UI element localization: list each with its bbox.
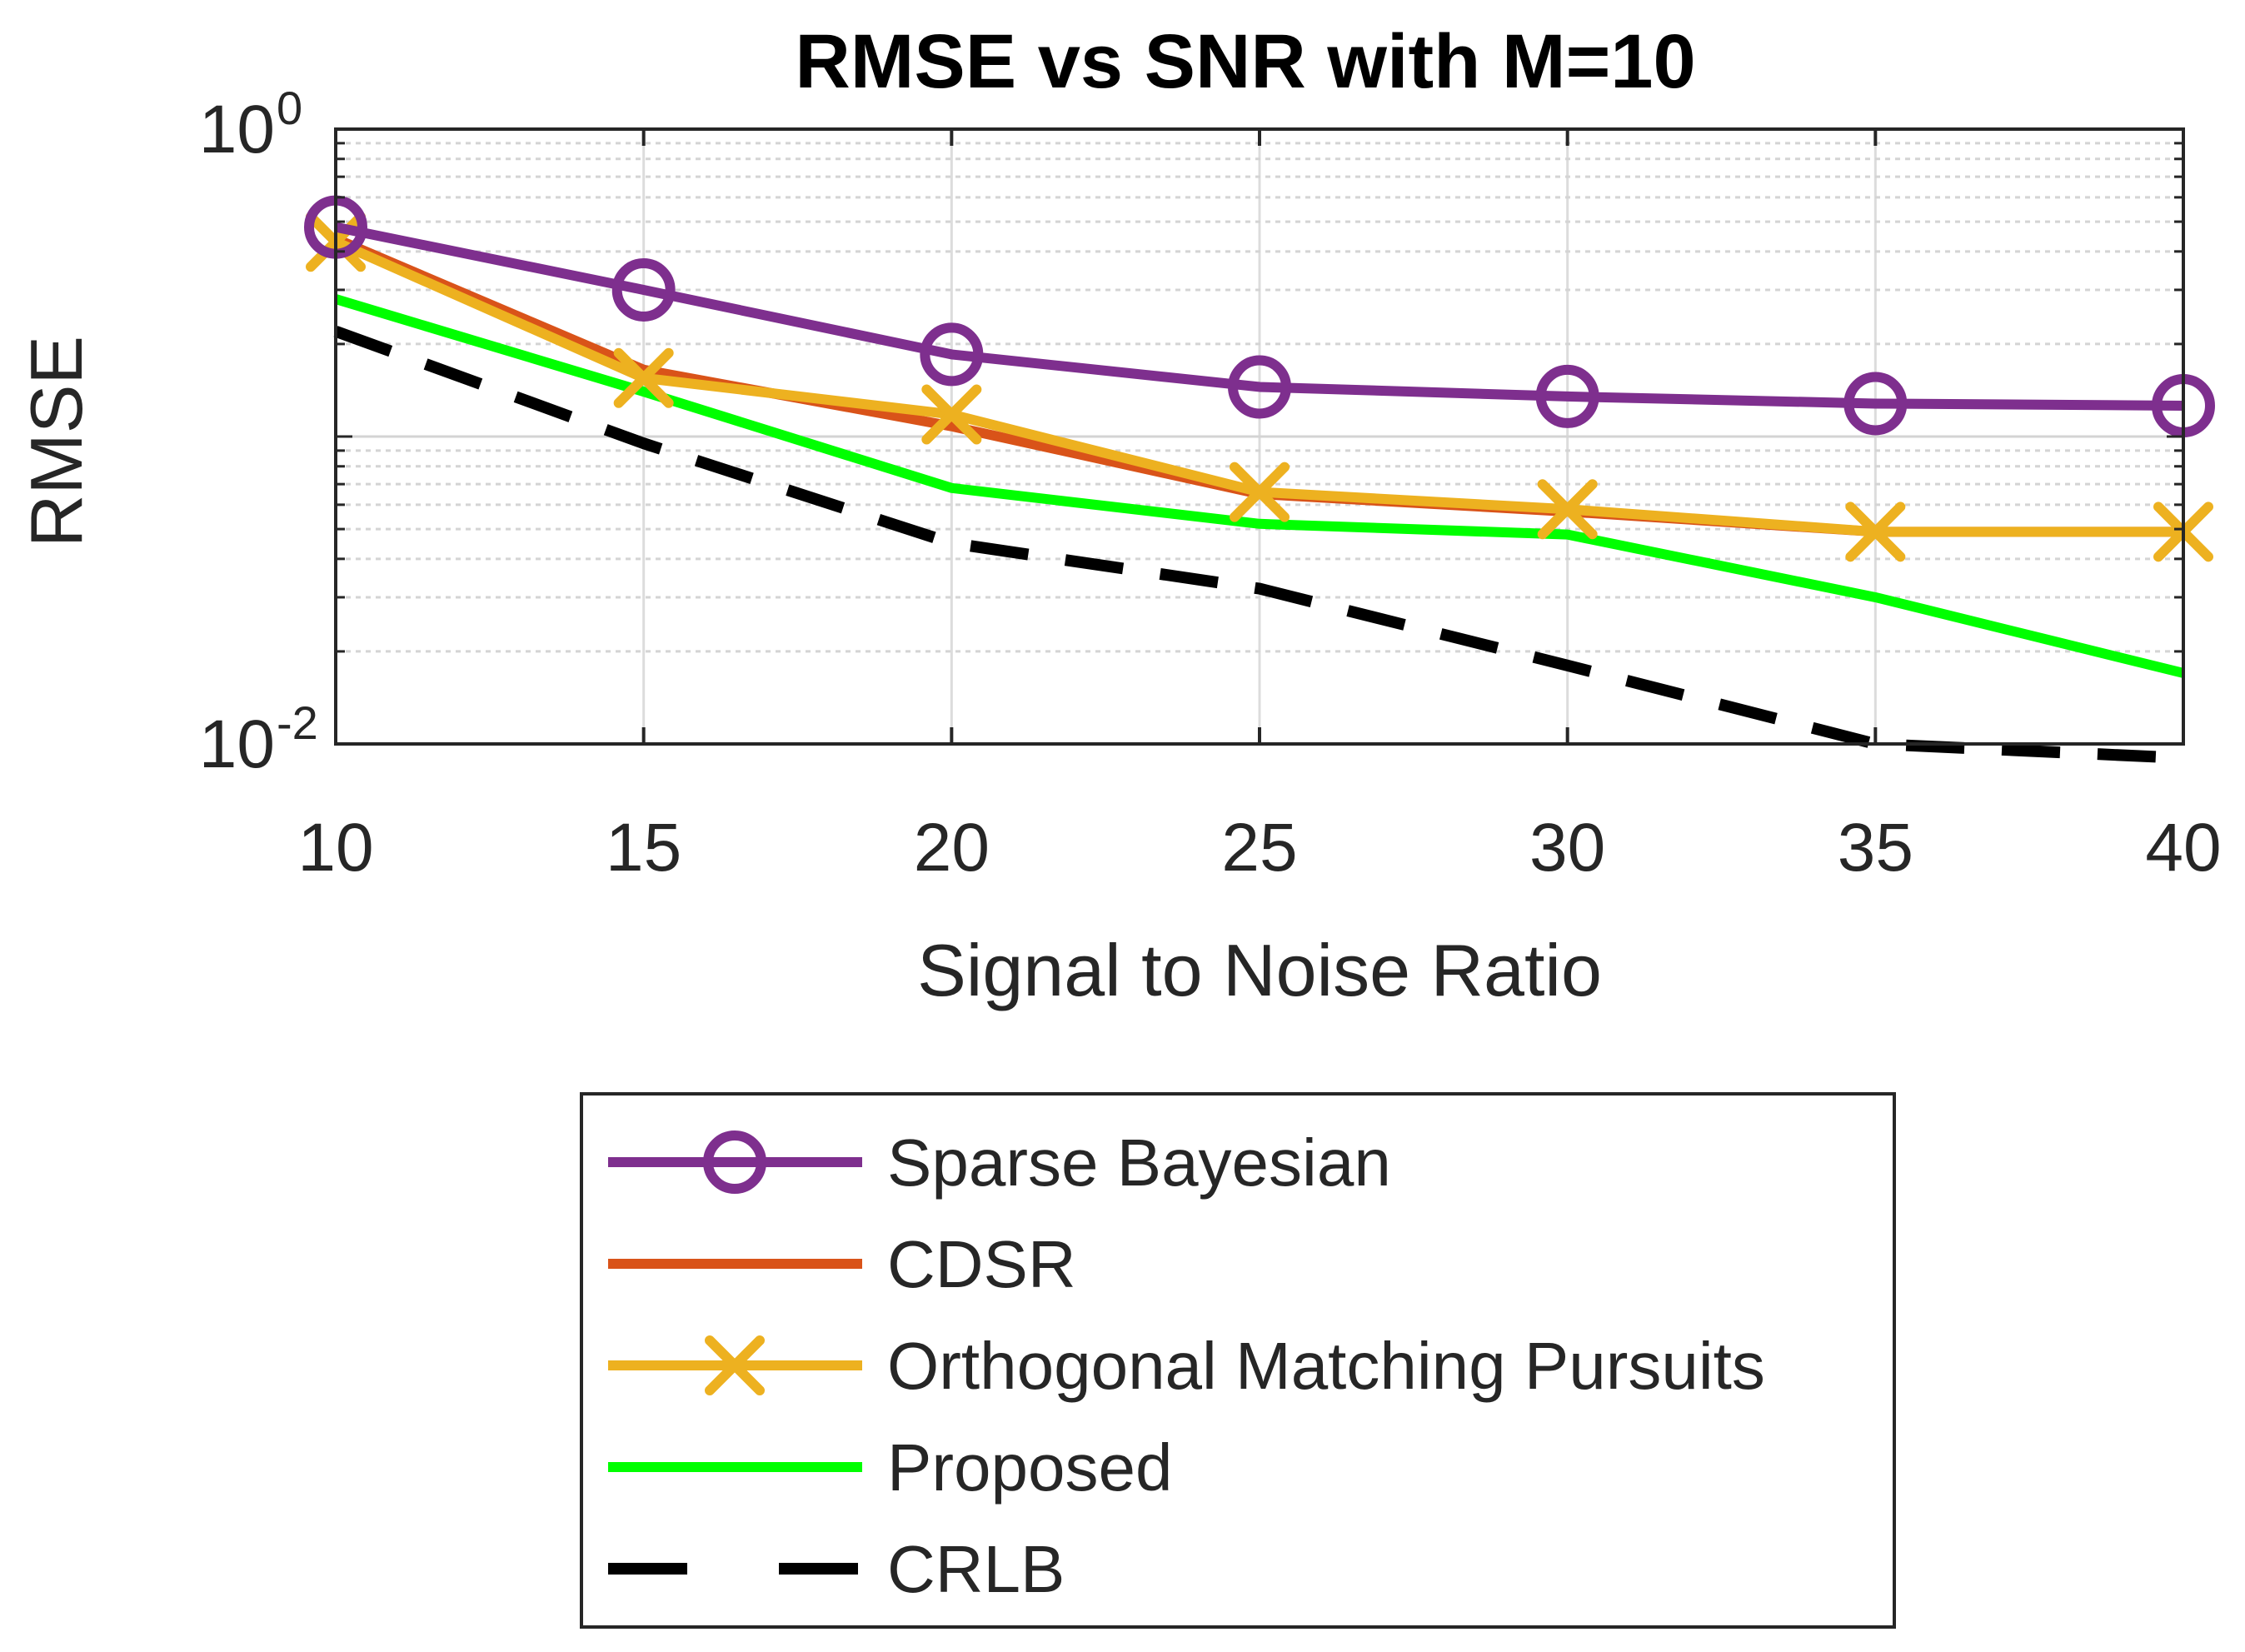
y-tick-exponent: -2 <box>277 696 318 749</box>
y-tick-label: 10 <box>199 92 275 167</box>
marker-x <box>705 1335 765 1395</box>
legend-label: Proposed <box>887 1430 1172 1505</box>
y-tick-exponent: 0 <box>277 82 302 134</box>
y-axis-label: RMSE <box>15 336 97 547</box>
y-tick-label: 10 <box>199 706 275 782</box>
x-tick-label: 20 <box>914 810 990 886</box>
x-axis-label: Signal to Noise Ratio <box>917 929 1602 1011</box>
x-tick-label: 15 <box>606 810 681 886</box>
x-tick-label: 40 <box>2145 810 2221 886</box>
legend-entry: CRLB <box>608 1532 1065 1606</box>
series-crlb <box>333 326 2184 764</box>
marker-x <box>613 347 674 408</box>
marker-circle <box>920 322 984 387</box>
legend-label: Orthogonal Matching Pursuits <box>887 1329 1765 1403</box>
legend-entry: Sparse Bayesian <box>608 1125 1391 1200</box>
marker-x <box>1230 462 1290 522</box>
marker-circle <box>611 257 676 322</box>
legend-entry: Proposed <box>608 1430 1172 1505</box>
chart-title: RMSE vs SNR with M=10 <box>795 19 1695 104</box>
series-proposed <box>334 294 2185 678</box>
marker-x <box>1537 479 1598 540</box>
legend-label: CDSR <box>887 1227 1076 1301</box>
legend-entry: CDSR <box>608 1227 1076 1301</box>
series-line <box>334 222 2184 411</box>
x-tick-label: 30 <box>1529 810 1605 886</box>
legend: Sparse Bayesian CDSR Orthogonal Matching P… <box>580 1092 1896 1629</box>
legend-label: CRLB <box>887 1532 1065 1606</box>
legend-entry: Orthogonal Matching Pursuits <box>608 1329 1765 1403</box>
x-tick-label: 35 <box>1838 810 1913 886</box>
marker-x <box>1845 502 1906 562</box>
marker-circle <box>1843 372 1908 436</box>
legend-label: Sparse Bayesian <box>887 1125 1391 1200</box>
marker-x <box>921 384 982 445</box>
x-tick-label: 25 <box>1221 810 1297 886</box>
series-sparse-bayesian <box>304 195 2215 437</box>
marker-circle <box>703 1130 766 1194</box>
series-line <box>334 294 2185 678</box>
marker-circle <box>1535 364 1599 428</box>
marker-circle <box>1228 355 1291 419</box>
series-line <box>333 326 2184 764</box>
x-tick-label: 10 <box>297 810 373 886</box>
